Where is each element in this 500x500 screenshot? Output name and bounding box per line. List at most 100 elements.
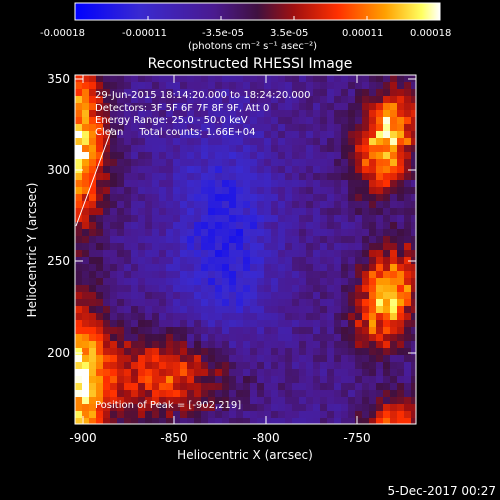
image-pixel — [187, 173, 194, 180]
image-pixel — [250, 278, 257, 285]
image-pixel — [271, 383, 278, 390]
image-pixel — [222, 355, 229, 362]
image-pixel — [201, 75, 208, 82]
image-pixel — [411, 278, 416, 285]
image-pixel — [229, 292, 236, 299]
image-pixel — [306, 208, 313, 215]
image-pixel — [166, 215, 173, 222]
image-pixel — [264, 264, 271, 271]
image-pixel — [215, 110, 222, 117]
image-pixel — [390, 194, 397, 201]
image-pixel — [187, 369, 194, 376]
image-pixel — [250, 397, 257, 404]
detectors-text: Detectors: 3F 5F 6F 7F 8F 9F, Att 0 — [95, 103, 269, 114]
image-pixel — [201, 285, 208, 292]
image-pixel — [201, 103, 208, 110]
image-pixel — [355, 75, 362, 82]
image-pixel — [285, 313, 292, 320]
image-pixel — [362, 411, 369, 418]
image-pixel — [341, 383, 348, 390]
image-pixel — [82, 334, 89, 341]
image-pixel — [117, 348, 124, 355]
image-pixel — [222, 173, 229, 180]
image-pixel — [208, 299, 215, 306]
image-pixel — [124, 110, 131, 117]
image-pixel — [131, 355, 138, 362]
image-pixel — [159, 117, 166, 124]
image-pixel — [264, 355, 271, 362]
image-pixel — [75, 334, 82, 341]
image-pixel — [264, 131, 271, 138]
image-pixel — [362, 131, 369, 138]
image-pixel — [131, 82, 138, 89]
image-pixel — [152, 348, 159, 355]
image-pixel — [159, 271, 166, 278]
image-pixel — [390, 271, 397, 278]
image-pixel — [285, 292, 292, 299]
image-pixel — [229, 334, 236, 341]
image-pixel — [131, 306, 138, 313]
image-pixel — [145, 131, 152, 138]
image-pixel — [397, 75, 404, 82]
image-pixel — [411, 313, 416, 320]
image-pixel — [215, 418, 222, 424]
image-pixel — [145, 355, 152, 362]
image-pixel — [236, 334, 243, 341]
image-pixel — [362, 159, 369, 166]
image-pixel — [369, 292, 376, 299]
image-pixel — [369, 96, 376, 103]
image-pixel — [348, 152, 355, 159]
image-pixel — [257, 110, 264, 117]
image-pixel — [383, 327, 390, 334]
image-pixel — [208, 89, 215, 96]
image-pixel — [166, 369, 173, 376]
image-pixel — [320, 264, 327, 271]
image-pixel — [341, 418, 348, 424]
image-pixel — [257, 334, 264, 341]
image-pixel — [82, 250, 89, 257]
image-pixel — [390, 243, 397, 250]
image-pixel — [124, 334, 131, 341]
image-pixel — [159, 110, 166, 117]
image-pixel — [313, 320, 320, 327]
image-pixel — [292, 383, 299, 390]
image-pixel — [187, 404, 194, 411]
image-pixel — [236, 341, 243, 348]
image-pixel — [362, 222, 369, 229]
image-pixel — [257, 404, 264, 411]
image-pixel — [89, 89, 96, 96]
image-pixel — [89, 82, 96, 89]
image-pixel — [89, 159, 96, 166]
colorbar — [74, 2, 441, 21]
image-pixel — [166, 124, 173, 131]
image-pixel — [103, 306, 110, 313]
image-pixel — [397, 89, 404, 96]
image-pixel — [103, 292, 110, 299]
image-pixel — [348, 299, 355, 306]
image-pixel — [159, 229, 166, 236]
image-pixel — [145, 278, 152, 285]
image-pixel — [152, 271, 159, 278]
image-pixel — [208, 355, 215, 362]
image-pixel — [362, 138, 369, 145]
image-pixel — [187, 215, 194, 222]
image-pixel — [159, 348, 166, 355]
image-pixel — [131, 313, 138, 320]
image-pixel — [194, 376, 201, 383]
image-pixel — [103, 313, 110, 320]
image-pixel — [82, 320, 89, 327]
image-pixel — [334, 159, 341, 166]
image-pixel — [271, 96, 278, 103]
image-pixel — [201, 194, 208, 201]
image-pixel — [96, 236, 103, 243]
image-pixel — [278, 271, 285, 278]
image-pixel — [376, 152, 383, 159]
image-pixel — [292, 348, 299, 355]
image-pixel — [278, 131, 285, 138]
image-pixel — [131, 96, 138, 103]
image-pixel — [222, 250, 229, 257]
image-pixel — [222, 341, 229, 348]
image-pixel — [348, 117, 355, 124]
image-pixel — [124, 243, 131, 250]
image-pixel — [264, 369, 271, 376]
